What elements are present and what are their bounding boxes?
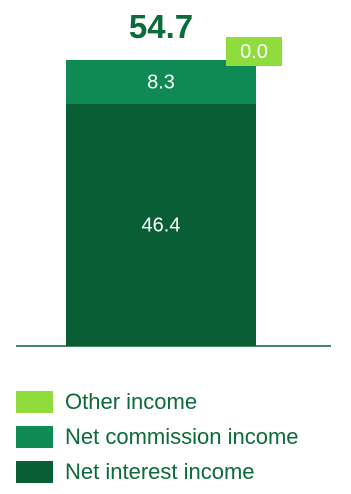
legend-label: Net interest income [65,459,255,484]
total-label: 54.7 [129,8,193,45]
legend-item-net-commission-income: Net commission income [16,420,299,454]
legend-swatch-other-income [16,391,53,413]
legend: Other income Net commission income Net i… [16,385,299,490]
bar-segment-net-commission-income [66,60,256,104]
legend-item-net-interest-income: Net interest income [16,455,299,489]
stacked-bar-chart: 46.4 8.3 0.0 54.7 [16,8,331,347]
legend-item-other-income: Other income [16,385,299,419]
data-label-box-other-income [226,37,282,66]
legend-label: Other income [65,389,198,414]
legend-label: Net commission income [65,424,299,449]
legend-swatch-net-interest-income [16,461,53,483]
data-label-other-income: 0.0 [240,41,268,63]
data-label-net-commission-income: 8.3 [147,72,175,94]
legend-swatch-net-commission-income [16,426,53,448]
data-label-net-interest-income: 46.4 [142,215,181,237]
bar-segment-net-interest-income [66,103,256,347]
